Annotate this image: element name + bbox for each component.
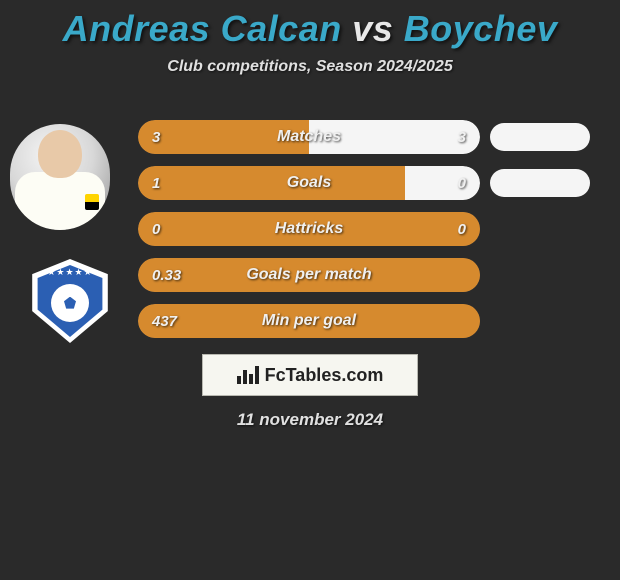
comparison-title: Andreas Calcan vs Boychev bbox=[0, 0, 620, 50]
player-head bbox=[38, 130, 82, 178]
subtitle: Club competitions, Season 2024/2025 bbox=[0, 58, 620, 76]
player2-name: Boychev bbox=[404, 8, 558, 49]
player1-name: Andreas Calcan bbox=[63, 8, 342, 49]
chart-icon bbox=[237, 366, 259, 384]
vs-text: vs bbox=[352, 8, 393, 49]
date-line: 11 november 2024 bbox=[0, 410, 620, 430]
player1-photo bbox=[10, 124, 110, 230]
stat-label: Matches bbox=[138, 120, 480, 154]
stat-label: Hattricks bbox=[138, 212, 480, 246]
shield-icon: ★★★★★ bbox=[28, 259, 112, 343]
stat-label: Goals bbox=[138, 166, 480, 200]
player2-pill-icon bbox=[490, 169, 590, 197]
brand-box[interactable]: FcTables.com bbox=[202, 354, 418, 396]
stat-row: 00Hattricks bbox=[138, 212, 480, 246]
brand-text: FcTables.com bbox=[265, 365, 384, 386]
stat-label: Min per goal bbox=[138, 304, 480, 338]
player2-club-logo: ★★★★★ bbox=[20, 258, 120, 344]
player2-pill-icon bbox=[490, 123, 590, 151]
stat-row: 10Goals bbox=[138, 166, 480, 200]
stat-row: 0.33Goals per match bbox=[138, 258, 480, 292]
stats-area: 33Matches 10Goals 00Hattricks 0.33Goals per… bbox=[138, 120, 480, 350]
stat-label: Goals per match bbox=[138, 258, 480, 292]
stat-row: 33Matches bbox=[138, 120, 480, 154]
player-jersey bbox=[15, 172, 105, 230]
stat-row: 437Min per goal bbox=[138, 304, 480, 338]
